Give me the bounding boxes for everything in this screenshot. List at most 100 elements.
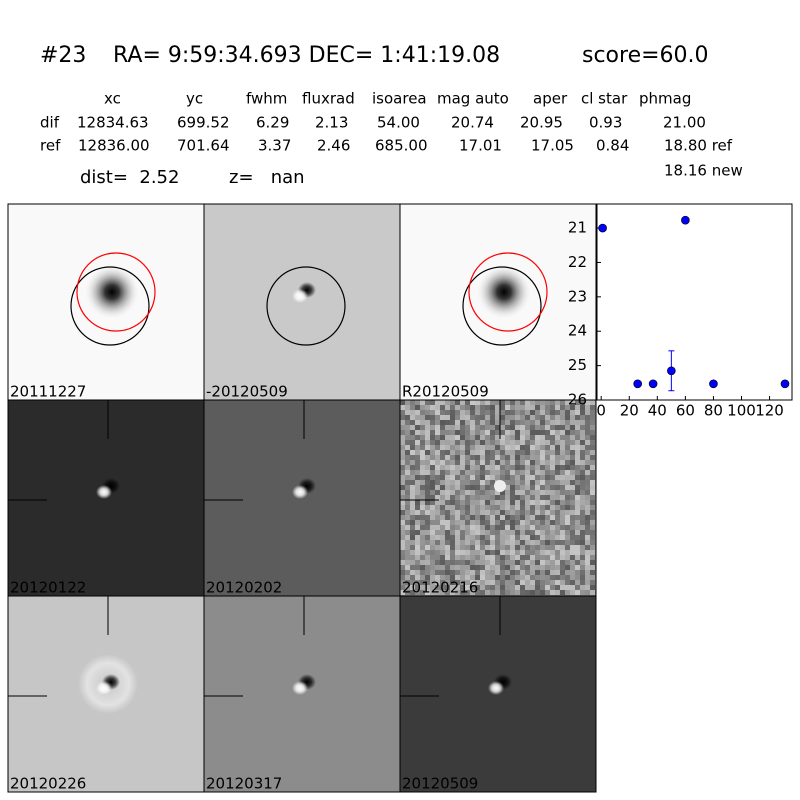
noise-pixel <box>420 565 425 570</box>
noise-pixel <box>560 425 565 430</box>
noise-pixel <box>405 470 410 475</box>
noise-pixel <box>565 465 570 470</box>
noise-pixel <box>555 455 560 460</box>
noise-pixel <box>540 500 545 505</box>
noise-pixel <box>500 475 505 480</box>
noise-pixel <box>495 425 500 430</box>
noise-pixel <box>480 580 485 585</box>
noise-pixel <box>460 425 465 430</box>
noise-pixel <box>430 450 435 455</box>
noise-pixel <box>470 590 475 595</box>
noise-pixel <box>495 420 500 425</box>
noise-pixel <box>530 415 535 420</box>
noise-pixel <box>570 545 575 550</box>
noise-pixel <box>415 435 420 440</box>
noise-pixel <box>425 540 430 545</box>
noise-pixel <box>465 465 470 470</box>
noise-pixel <box>435 550 440 555</box>
noise-pixel <box>405 400 410 405</box>
noise-pixel <box>555 400 560 405</box>
noise-pixel <box>575 570 580 575</box>
noise-pixel <box>510 515 515 520</box>
noise-pixel <box>425 470 430 475</box>
noise-pixel <box>565 455 570 460</box>
noise-pixel <box>480 540 485 545</box>
noise-pixel <box>495 465 500 470</box>
noise-pixel <box>415 470 420 475</box>
noise-pixel <box>500 575 505 580</box>
noise-pixel <box>525 525 530 530</box>
noise-pixel <box>425 505 430 510</box>
noise-pixel <box>430 470 435 475</box>
noise-pixel <box>410 475 415 480</box>
noise-pixel <box>560 475 565 480</box>
noise-pixel <box>530 585 535 590</box>
noise-pixel <box>535 415 540 420</box>
noise-pixel <box>570 585 575 590</box>
noise-pixel <box>505 535 510 540</box>
noise-pixel <box>490 570 495 575</box>
noise-pixel <box>445 495 450 500</box>
noise-pixel <box>550 435 555 440</box>
score: score=60.0 <box>582 43 709 68</box>
noise-pixel <box>480 530 485 535</box>
noise-pixel <box>470 430 475 435</box>
noise-pixel <box>500 530 505 535</box>
noise-pixel <box>580 565 585 570</box>
noise-pixel <box>550 440 555 445</box>
noise-pixel <box>460 490 465 495</box>
noise-pixel <box>465 585 470 590</box>
noise-pixel <box>415 565 420 570</box>
noise-pixel <box>570 455 575 460</box>
noise-pixel <box>465 410 470 415</box>
noise-pixel <box>415 505 420 510</box>
noise-pixel <box>400 555 405 560</box>
noise-pixel <box>510 435 515 440</box>
noise-pixel <box>530 420 535 425</box>
noise-pixel <box>590 415 595 420</box>
noise-pixel <box>490 410 495 415</box>
noise-pixel <box>535 410 540 415</box>
noise-pixel <box>455 420 460 425</box>
noise-pixel <box>510 565 515 570</box>
noise-pixel <box>495 525 500 530</box>
noise-pixel <box>545 420 550 425</box>
noise-pixel <box>465 435 470 440</box>
table-cell: 17.01 <box>459 137 502 155</box>
noise-pixel <box>400 545 405 550</box>
noise-pixel <box>530 445 535 450</box>
noise-pixel <box>440 515 445 520</box>
noise-pixel <box>580 480 585 485</box>
x-tick-label: 100 <box>727 402 756 420</box>
noise-pixel <box>425 585 430 590</box>
noise-pixel <box>560 460 565 465</box>
noise-pixel <box>585 430 590 435</box>
noise-pixel <box>430 485 435 490</box>
noise-pixel <box>510 545 515 550</box>
noise-pixel <box>525 470 530 475</box>
x-tick-label: 80 <box>704 402 723 420</box>
noise-pixel <box>425 510 430 515</box>
noise-pixel <box>545 535 550 540</box>
noise-pixel <box>570 415 575 420</box>
noise-pixel <box>435 555 440 560</box>
noise-pixel <box>460 590 465 595</box>
noise-pixel <box>585 540 590 545</box>
noise-pixel <box>545 565 550 570</box>
noise-pixel <box>580 400 585 405</box>
noise-pixel <box>405 430 410 435</box>
noise-pixel <box>575 445 580 450</box>
panel-label: 20111227 <box>10 383 86 401</box>
noise-pixel <box>430 460 435 465</box>
noise-pixel <box>575 440 580 445</box>
noise-pixel <box>440 510 445 515</box>
noise-pixel <box>525 440 530 445</box>
noise-pixel <box>445 460 450 465</box>
noise-pixel <box>440 575 445 580</box>
noise-pixel <box>455 545 460 550</box>
noise-pixel <box>480 430 485 435</box>
noise-pixel <box>575 500 580 505</box>
noise-pixel <box>495 490 500 495</box>
noise-pixel <box>565 525 570 530</box>
